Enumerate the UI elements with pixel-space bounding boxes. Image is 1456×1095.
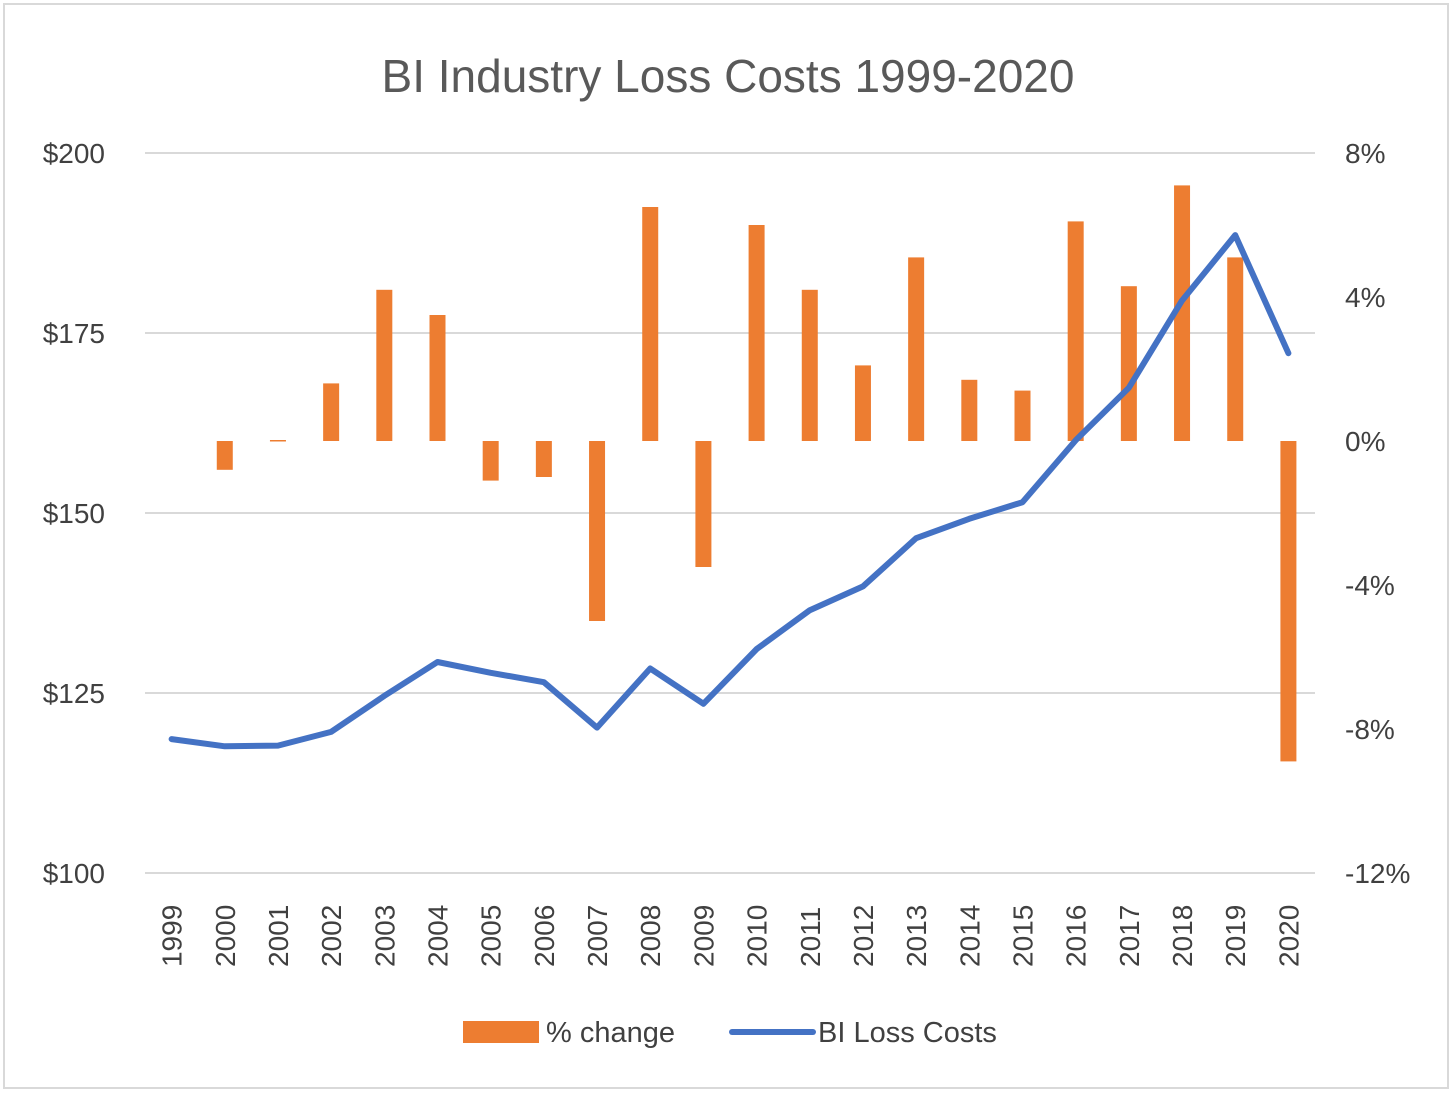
left-tick-label: $150 xyxy=(43,498,105,529)
right-tick-label: -4% xyxy=(1345,570,1395,601)
bar-pct-change xyxy=(323,383,340,441)
right-axis: 8% 4% 0% -4% -8% -12% xyxy=(1345,138,1410,889)
bar-pct-change xyxy=(748,225,765,441)
bar-pct-change xyxy=(801,289,818,441)
legend-label-bi-loss-costs: BI Loss Costs xyxy=(818,1017,997,1049)
legend: % change BI Loss Costs xyxy=(463,1017,997,1049)
bar-pct-change xyxy=(908,257,925,441)
bar-pct-change xyxy=(961,379,978,441)
bar-pct-change xyxy=(642,207,659,441)
bar-pct-change xyxy=(1174,185,1191,441)
x-tick-label: 2009 xyxy=(688,905,719,967)
bar-pct-change xyxy=(1067,221,1084,441)
x-tick-label: 2017 xyxy=(1114,905,1145,967)
x-tick-label: 2002 xyxy=(316,905,347,967)
left-tick-label: $175 xyxy=(43,318,105,349)
x-tick-label: 2018 xyxy=(1167,905,1198,967)
right-tick-label: 0% xyxy=(1345,426,1385,457)
bar-pct-change xyxy=(854,365,871,441)
left-tick-label: $125 xyxy=(43,678,105,709)
bar-pct-change xyxy=(269,440,286,442)
x-tick-label: 2011 xyxy=(795,907,826,967)
x-tick-label: 2020 xyxy=(1273,905,1304,967)
chart-frame: BI Industry Loss Costs 1999-2020 $200 $17… xyxy=(3,3,1449,1089)
right-tick-label: 4% xyxy=(1345,282,1385,313)
x-tick-label: 2001 xyxy=(263,905,294,967)
bar-pct-change xyxy=(1014,390,1031,441)
x-tick-label: 2016 xyxy=(1061,905,1092,967)
bar-series-pct-change xyxy=(216,185,1297,762)
bar-pct-change xyxy=(695,441,712,567)
bar-pct-change xyxy=(535,441,552,477)
x-tick-label: 2004 xyxy=(423,905,454,967)
x-tick-label: 2003 xyxy=(369,905,400,967)
legend-label-pct-change: % change xyxy=(546,1017,675,1049)
combo-chart: BI Industry Loss Costs 1999-2020 $200 $17… xyxy=(43,50,1411,1049)
x-tick-label: 2006 xyxy=(529,905,560,967)
x-axis: 1999 2000 2001 2002 2003 2004 2005 2006 2007 2008… xyxy=(157,905,1305,967)
bar-pct-change xyxy=(1120,286,1137,441)
bar-pct-change xyxy=(429,315,446,441)
bar-pct-change xyxy=(376,289,393,441)
x-tick-label: 2019 xyxy=(1220,905,1251,967)
x-tick-label: 2000 xyxy=(210,905,241,967)
x-tick-label: 2012 xyxy=(848,905,879,967)
bar-pct-change xyxy=(216,441,233,470)
legend-swatch-pct-change xyxy=(463,1021,539,1043)
x-tick-label: 2008 xyxy=(635,905,666,967)
x-tick-label: 2005 xyxy=(476,905,507,967)
bar-pct-change xyxy=(589,441,606,621)
line-bi-loss-costs xyxy=(168,232,1292,750)
right-tick-label: 8% xyxy=(1345,138,1385,169)
x-tick-label: 2013 xyxy=(901,905,932,967)
x-tick-label: 1999 xyxy=(157,905,188,967)
bar-pct-change xyxy=(1227,257,1244,441)
left-tick-label: $100 xyxy=(43,858,105,889)
right-tick-label: -8% xyxy=(1345,714,1395,745)
line-series-bi-loss-costs xyxy=(168,232,1292,750)
right-tick-label: -12% xyxy=(1345,858,1410,889)
left-tick-label: $200 xyxy=(43,138,105,169)
x-tick-label: 2007 xyxy=(582,905,613,967)
x-tick-label: 2015 xyxy=(1008,905,1039,967)
bar-pct-change xyxy=(1280,441,1297,762)
gridlines xyxy=(145,152,1315,874)
chart-title: BI Industry Loss Costs 1999-2020 xyxy=(382,50,1075,102)
bar-pct-change xyxy=(482,441,499,481)
left-axis: $200 $175 $150 $125 $100 xyxy=(43,138,105,889)
x-tick-label: 2010 xyxy=(742,905,773,967)
x-tick-label: 2014 xyxy=(954,905,985,967)
